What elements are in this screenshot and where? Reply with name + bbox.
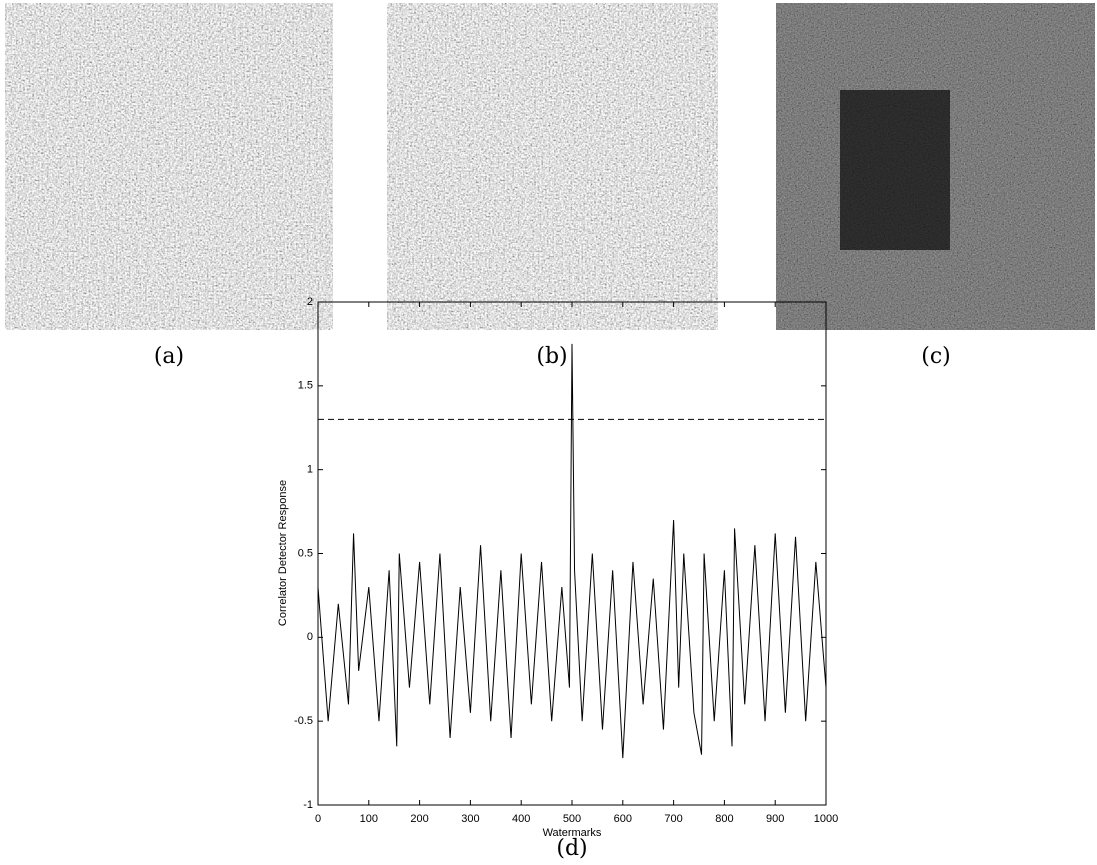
x-tick-label: 1000 bbox=[814, 813, 838, 825]
y-tick-label: 1.5 bbox=[298, 380, 313, 392]
y-tick-label: -1 bbox=[303, 799, 313, 811]
x-tick-label: 800 bbox=[715, 813, 733, 825]
caption: (d) bbox=[556, 836, 587, 861]
image-b bbox=[387, 3, 718, 330]
response-line bbox=[317, 343, 827, 759]
image-a bbox=[5, 3, 333, 330]
x-axis-label: Watermarks bbox=[543, 827, 602, 839]
y-tick-label: 1 bbox=[307, 464, 313, 476]
x-tick-label: 500 bbox=[563, 813, 581, 825]
x-tick-label: 100 bbox=[360, 813, 378, 825]
x-tick-label: 700 bbox=[664, 813, 682, 825]
caption: (c) bbox=[921, 344, 951, 369]
x-tick-label: 600 bbox=[614, 813, 632, 825]
y-axis-label: Correlator Detector Response bbox=[277, 480, 289, 626]
x-tick-label: 200 bbox=[410, 813, 428, 825]
caption: (b) bbox=[536, 344, 567, 369]
x-tick-label: 300 bbox=[461, 813, 479, 825]
y-tick-label: -0.5 bbox=[294, 715, 313, 727]
x-tick-label: 400 bbox=[512, 813, 530, 825]
x-tick-label: 900 bbox=[766, 813, 784, 825]
caption: (a) bbox=[154, 344, 184, 369]
image-c-dark-region bbox=[840, 90, 950, 250]
y-tick-label: 0.5 bbox=[298, 547, 313, 559]
y-tick-label: 0 bbox=[307, 631, 313, 643]
y-tick-label: 2 bbox=[307, 296, 313, 308]
x-tick-label: 0 bbox=[315, 813, 321, 825]
